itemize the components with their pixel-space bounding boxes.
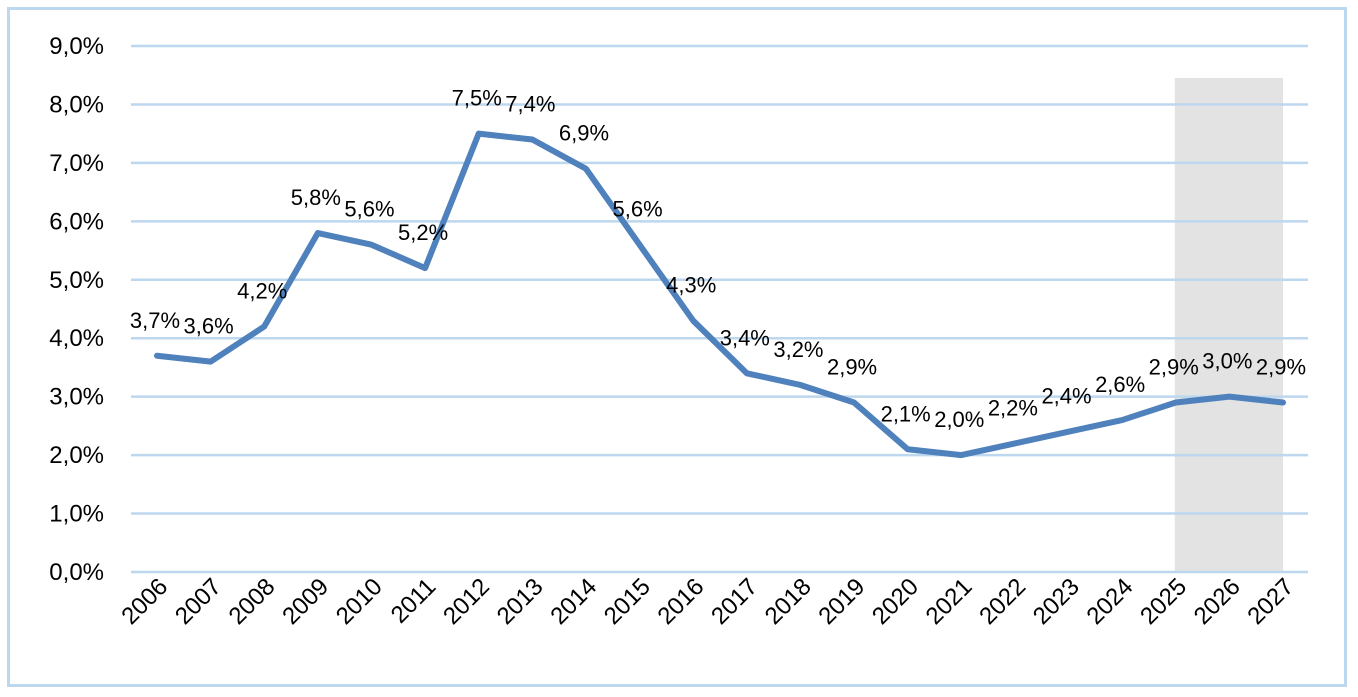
y-tick-label: 7,0%: [49, 150, 104, 177]
data-label: 3,6%: [184, 314, 234, 339]
y-tick-label: 2,0%: [49, 442, 104, 469]
y-tick-label: 9,0%: [49, 33, 104, 60]
x-tick-label: 2020: [867, 573, 924, 630]
y-tick-label: 5,0%: [49, 267, 104, 294]
chart-frame: [7, 7, 1347, 687]
x-tick-label: 2010: [331, 573, 388, 630]
y-tick-label: 8,0%: [49, 91, 104, 118]
data-label: 2,4%: [1041, 384, 1091, 409]
x-tick-label: 2018: [760, 573, 817, 630]
x-tick-label: 2016: [653, 573, 710, 630]
data-label: 3,2%: [773, 337, 823, 362]
x-tick-label: 2006: [116, 573, 173, 630]
x-tick-label: 2024: [1082, 573, 1139, 630]
y-tick-label: 0,0%: [49, 559, 104, 586]
data-label: 7,4%: [505, 92, 555, 117]
y-tick-label: 3,0%: [49, 384, 104, 411]
y-tick-label: 4,0%: [49, 325, 104, 352]
x-tick-label: 2007: [170, 573, 227, 630]
x-tick-label: 2012: [438, 573, 495, 630]
x-tick-label: 2026: [1189, 573, 1246, 630]
data-label: 2,9%: [1256, 355, 1306, 380]
data-label: 2,6%: [1095, 372, 1145, 397]
data-label: 2,9%: [827, 355, 877, 380]
x-tick-label: 2027: [1242, 573, 1299, 630]
data-label: 3,0%: [1202, 349, 1252, 374]
x-tick-label: 2023: [1028, 573, 1085, 630]
x-tick-label: 2015: [599, 573, 656, 630]
data-label: 3,4%: [720, 325, 770, 350]
y-tick-label: 1,0%: [49, 501, 104, 528]
data-label: 5,6%: [612, 197, 662, 222]
data-label: 2,2%: [988, 395, 1038, 420]
series-line: [154, 130, 1286, 459]
x-tick-label: 2009: [277, 573, 334, 630]
data-label: 7,5%: [452, 86, 502, 111]
data-label: 5,8%: [291, 185, 341, 210]
data-label: 6,9%: [559, 121, 609, 146]
x-tick-label: 2013: [492, 573, 549, 630]
x-tick-label: 2011: [386, 573, 442, 629]
x-tick-label: 2021: [921, 573, 978, 630]
data-label: 4,3%: [666, 273, 716, 298]
y-tick-label: 6,0%: [49, 208, 104, 235]
forecast-shaded-region: [1174, 78, 1283, 572]
x-tick-label: 2025: [1135, 573, 1192, 630]
data-label: 2,9%: [1149, 355, 1199, 380]
data-label: 5,6%: [344, 197, 394, 222]
data-label: 3,7%: [130, 308, 180, 333]
data-label: 2,1%: [881, 401, 931, 426]
x-tick-label: 2022: [974, 573, 1031, 630]
x-tick-label: 2008: [224, 573, 281, 630]
data-label: 5,2%: [398, 220, 448, 245]
x-tick-label: 2017: [706, 573, 763, 630]
x-tick-label: 2014: [545, 573, 602, 630]
data-label: 4,2%: [237, 279, 287, 304]
x-tick-label: 2019: [813, 573, 870, 630]
data-label: 2,0%: [934, 407, 984, 432]
